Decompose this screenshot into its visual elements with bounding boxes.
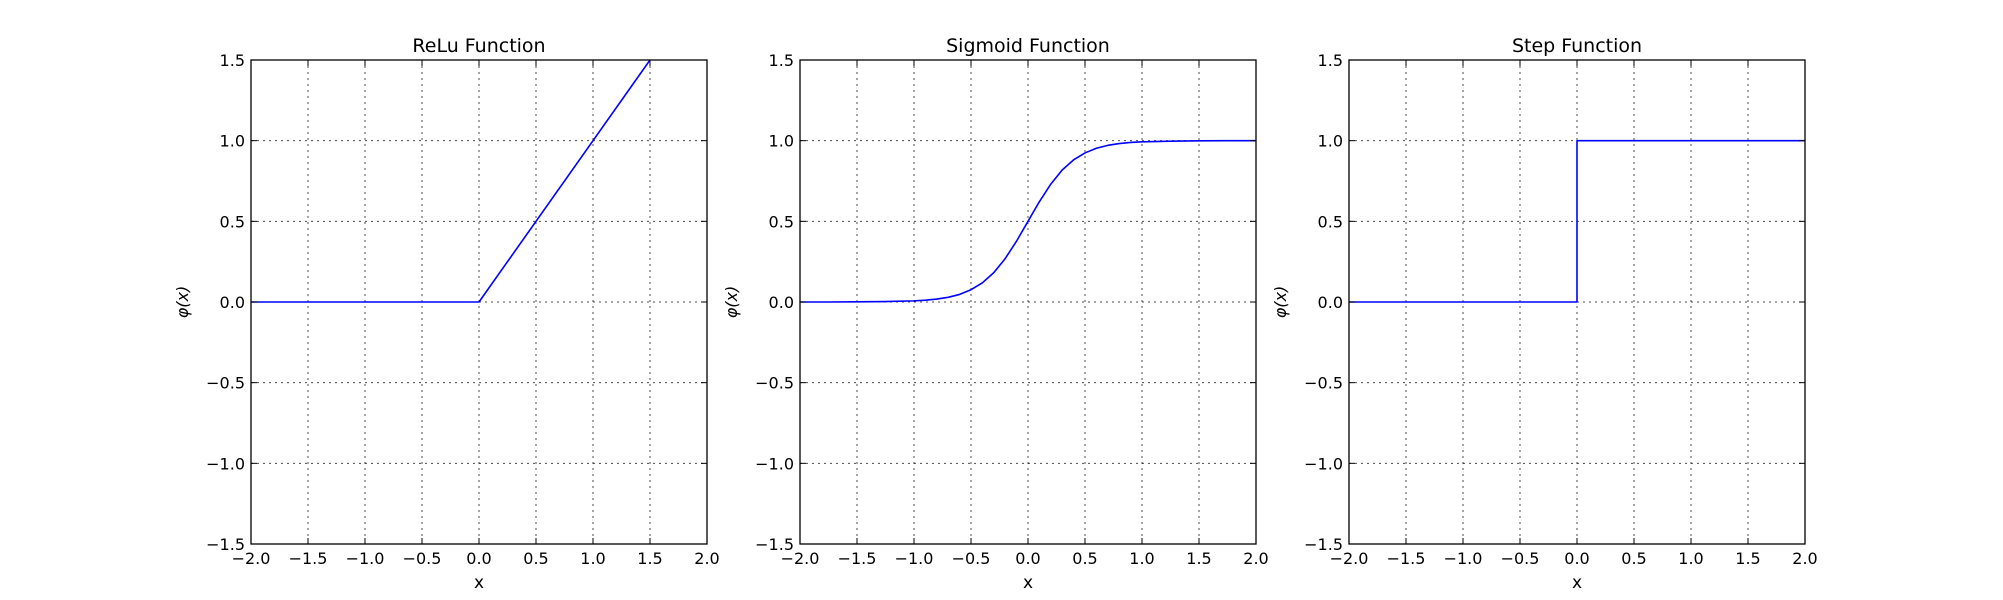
relu-y-axis-label: φ(x) bbox=[173, 286, 192, 319]
relu-y-tick-label: −0.5 bbox=[206, 374, 245, 393]
sigmoid-y-tick-label: 1.0 bbox=[769, 132, 794, 151]
relu-curve bbox=[251, 59, 651, 303]
sigmoid-chart: −2.0 −1.5 −1.0 −0.5 0.0 0.5 1.0 1.5 2.0−1.5−1.0−… bbox=[722, 35, 1269, 593]
step-x-axis-label: x bbox=[1572, 573, 1582, 593]
sigmoid-x-tick-label: 1.0 bbox=[1129, 549, 1154, 568]
sigmoid-title: Sigmoid Function bbox=[946, 35, 1110, 57]
relu-y-tick-label: −1.0 bbox=[206, 454, 245, 473]
relu-x-tick-label: 1.5 bbox=[637, 549, 662, 568]
step-x-tick-label: 0.5 bbox=[1621, 549, 1646, 568]
step-y-tick-label: 1.0 bbox=[1318, 132, 1343, 151]
step-x-tick-label: 2.0 bbox=[1792, 549, 1817, 568]
sigmoid-x-tick-label: 1.5 bbox=[1186, 549, 1211, 568]
sigmoid-ticks: −2.0 −1.5 −1.0 −0.5 0.0 0.5 1.0 1.5 2.0−1.5−1.0−… bbox=[755, 51, 1269, 568]
relu-x-tick-label: 2.0 bbox=[694, 549, 719, 568]
step-curve bbox=[1349, 139, 1805, 303]
sigmoid-x-axis-label: x bbox=[1023, 573, 1033, 593]
sigmoid-x-tick-label: −1.5 bbox=[838, 549, 877, 568]
step-series-line bbox=[1349, 139, 1805, 303]
sigmoid-y-tick-label: −1.5 bbox=[755, 535, 794, 554]
step-y-tick-label: −0.5 bbox=[1304, 374, 1343, 393]
step-x-tick-label: 1.5 bbox=[1735, 549, 1760, 568]
sigmoid-x-tick-label: 2.0 bbox=[1243, 549, 1268, 568]
relu-y-tick-label: 1.5 bbox=[220, 51, 245, 70]
step-x-tick-label: 0.0 bbox=[1564, 549, 1589, 568]
step-y-axis-label: φ(x) bbox=[1271, 286, 1290, 319]
step-x-tick-label: −0.5 bbox=[1501, 549, 1540, 568]
relu-ticks: −2.0 −1.5 −1.0 −0.5 0.0 0.5 1.0 1.5 2.0−1.5−1.0−… bbox=[206, 51, 720, 568]
relu-x-tick-label: −1.0 bbox=[346, 549, 385, 568]
step-y-tick-label: 0.5 bbox=[1318, 212, 1343, 231]
step-y-tick-label: 1.5 bbox=[1318, 51, 1343, 70]
relu-x-axis-label: x bbox=[474, 573, 484, 593]
step-x-tick-label: −1.0 bbox=[1444, 549, 1483, 568]
relu-chart: −2.0 −1.5 −1.0 −0.5 0.0 0.5 1.0 1.5 2.0−1.5−1.0−… bbox=[173, 35, 720, 593]
sigmoid-x-tick-label: 0.5 bbox=[1072, 549, 1097, 568]
relu-x-tick-label: 1.0 bbox=[580, 549, 605, 568]
sigmoid-y-axis-label: φ(x) bbox=[722, 286, 741, 319]
sigmoid-x-tick-label: −0.5 bbox=[952, 549, 991, 568]
sigmoid-y-tick-label: 1.5 bbox=[769, 51, 794, 70]
step-ticks: −2.0 −1.5 −1.0 −0.5 0.0 0.5 1.0 1.5 2.0−1.5−1.0−… bbox=[1304, 51, 1818, 568]
sigmoid-y-tick-label: 0.5 bbox=[769, 212, 794, 231]
step-x-tick-label: 1.0 bbox=[1678, 549, 1703, 568]
relu-x-tick-label: −2.0 bbox=[232, 549, 271, 568]
step-y-tick-label: 0.0 bbox=[1318, 293, 1343, 312]
relu-x-tick-label: 0.0 bbox=[466, 549, 491, 568]
sigmoid-y-tick-label: −0.5 bbox=[755, 374, 794, 393]
sigmoid-curve bbox=[800, 139, 1256, 303]
sigmoid-x-tick-label: 0.0 bbox=[1015, 549, 1040, 568]
step-chart: −2.0 −1.5 −1.0 −0.5 0.0 0.5 1.0 1.5 2.0−1.5−1.0−… bbox=[1271, 35, 1818, 593]
relu-y-tick-label: −1.5 bbox=[206, 535, 245, 554]
relu-title: ReLu Function bbox=[412, 35, 545, 57]
relu-x-tick-label: 0.5 bbox=[523, 549, 548, 568]
relu-y-tick-label: 0.5 bbox=[220, 212, 245, 231]
step-x-tick-label: −2.0 bbox=[1330, 549, 1369, 568]
step-y-tick-label: −1.5 bbox=[1304, 535, 1343, 554]
relu-x-tick-label: −0.5 bbox=[403, 549, 442, 568]
sigmoid-y-tick-label: 0.0 bbox=[769, 293, 794, 312]
relu-y-tick-label: 0.0 bbox=[220, 293, 245, 312]
sigmoid-x-tick-label: −1.0 bbox=[895, 549, 934, 568]
relu-series-line bbox=[251, 59, 651, 303]
sigmoid-series-line bbox=[800, 139, 1256, 303]
sigmoid-x-tick-label: −2.0 bbox=[781, 549, 820, 568]
step-x-tick-label: −1.5 bbox=[1387, 549, 1426, 568]
relu-x-tick-label: −1.5 bbox=[289, 549, 328, 568]
sigmoid-y-tick-label: −1.0 bbox=[755, 454, 794, 473]
step-y-tick-label: −1.0 bbox=[1304, 454, 1343, 473]
relu-y-tick-label: 1.0 bbox=[220, 132, 245, 151]
step-title: Step Function bbox=[1512, 35, 1642, 57]
